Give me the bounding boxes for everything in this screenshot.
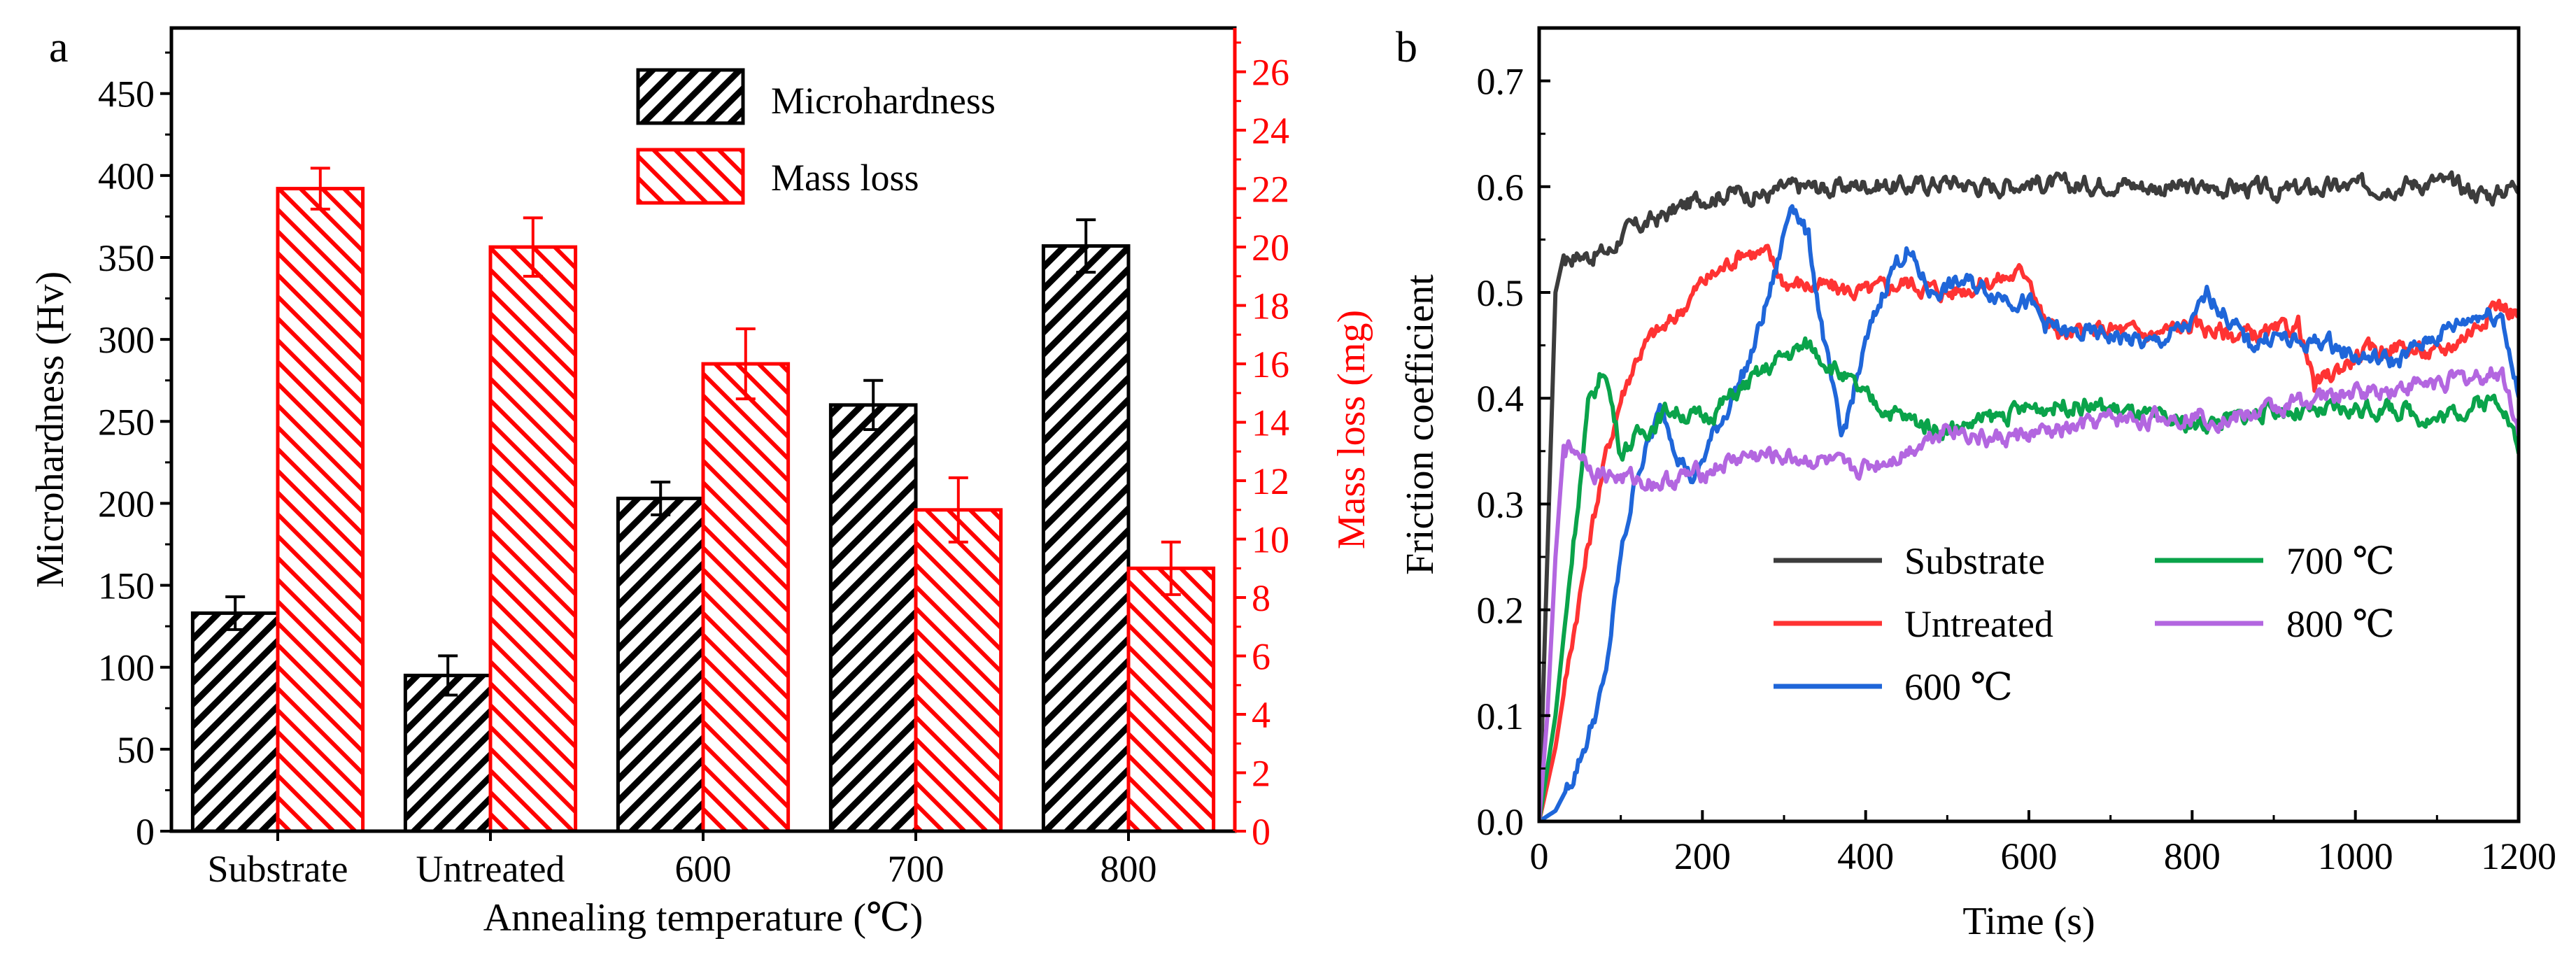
panel-b-series-lines (1539, 170, 2519, 821)
b-y-tick-label-0.7: 0.7 (1477, 61, 1524, 103)
error-bar-microhardness-substrate (225, 595, 246, 631)
bar-microhardness-700 (828, 403, 918, 833)
panel-b: b 0.0 0.1 0.2 0.3 0.4 0.5 0.6 0.7 0 200 400 600 800… (1396, 24, 2556, 943)
panel-a-legend: Microhardness Mass loss (636, 68, 996, 205)
bar-mass-loss-700 (914, 508, 1003, 833)
series-line-untreated (1539, 243, 2519, 821)
series-line-700 (1539, 336, 2519, 821)
legend-label-untreated: Untreated (1904, 603, 2053, 645)
bar-microhardness-800 (1041, 244, 1131, 833)
panel-a-error-bars (225, 167, 1181, 697)
y-right-tick-label-22: 22 (1252, 169, 1289, 211)
y-right-tick-label-20: 20 (1252, 227, 1289, 269)
panel-b-x-axis: 0 200 400 600 800 1000 1200 (1530, 810, 2556, 877)
y-right-tick-label-26: 26 (1252, 52, 1289, 94)
x-tick-label-substrate: Substrate (208, 848, 348, 890)
b-x-tick-label-0: 0 (1530, 835, 1549, 877)
error-bar-mass-loss-700 (948, 476, 968, 544)
error-bar-microhardness-untreated (438, 654, 458, 697)
b-y-tick-label-0: 0.0 (1477, 801, 1524, 843)
panel-b-label: b (1396, 24, 1417, 71)
panel-a-ylabel-right: Mass loss (mg) (1330, 310, 1373, 549)
bar-mass-loss-untreated (488, 245, 578, 833)
x-tick-label-untreated: Untreated (416, 848, 565, 890)
y-right-tick-label-16: 16 (1252, 344, 1289, 385)
panel-b-xlabel: Time (s) (1962, 900, 2095, 943)
error-bar-mass-loss-600 (735, 327, 756, 401)
y-tick-label-150: 150 (98, 565, 155, 607)
b-x-tick-label-1200: 1200 (2481, 835, 2556, 877)
series-line-substrate (1539, 170, 2519, 821)
y-right-tick-label-4: 4 (1252, 694, 1271, 736)
legend-swatch-mass-loss (636, 148, 745, 205)
panel-a-left-axis: 0 50 100 150 200 250 300 350 400 450 (98, 51, 171, 853)
legend-label-substrate: Substrate (1904, 540, 2045, 582)
bar-microhardness-substrate (190, 611, 280, 833)
b-x-tick-label-1000: 1000 (2318, 835, 2393, 877)
b-x-tick-label-800: 800 (2164, 835, 2221, 877)
b-y-tick-label-0.3: 0.3 (1477, 483, 1524, 525)
bar-mass-loss-substrate (276, 187, 365, 833)
x-tick-label-700: 700 (888, 848, 944, 890)
y-right-tick-label-0: 0 (1252, 811, 1271, 853)
error-bar-microhardness-600 (651, 480, 671, 516)
legend-label-800: 800 ℃ (2286, 603, 2395, 645)
legend-label-700: 700 ℃ (2286, 540, 2395, 582)
panel-a-label: a (49, 24, 69, 71)
b-y-tick-label-0.1: 0.1 (1477, 695, 1524, 737)
error-bar-mass-loss-800 (1161, 540, 1181, 596)
error-bar-mass-loss-untreated (523, 216, 543, 278)
y-tick-label-100: 100 (98, 647, 155, 689)
bar-microhardness-600 (616, 496, 705, 833)
y-right-tick-label-8: 8 (1252, 577, 1271, 619)
error-bar-mass-loss-substrate (310, 167, 330, 211)
y-right-tick-label-14: 14 (1252, 402, 1289, 444)
y-tick-label-0: 0 (136, 811, 155, 853)
y-tick-label-300: 300 (98, 319, 155, 361)
b-y-tick-label-0.4: 0.4 (1477, 378, 1524, 420)
y-tick-label-450: 450 (98, 73, 155, 115)
bar-microhardness-untreated (403, 673, 493, 833)
legend-label-600: 600 ℃ (1904, 666, 2013, 708)
panel-b-y-axis: 0.0 0.1 0.2 0.3 0.4 0.5 0.6 0.7 (1477, 27, 1550, 843)
y-tick-label-50: 50 (117, 729, 155, 771)
b-x-tick-label-400: 400 (1837, 835, 1894, 877)
panel-a-xlabel: Annealing temperature (℃) (483, 896, 923, 940)
series-line-600 (1539, 204, 2519, 821)
y-right-tick-label-12: 12 (1252, 460, 1289, 502)
panel-b-legend: Substrate Untreated 600 ℃ 700 ℃ 800 ℃ (1774, 540, 2395, 708)
y-right-tick-label-24: 24 (1252, 110, 1289, 152)
y-right-tick-label-18: 18 (1252, 285, 1289, 327)
panel-a-ylabel: Microhardness (Hv) (29, 271, 72, 588)
y-tick-label-200: 200 (98, 483, 155, 525)
y-right-tick-label-2: 2 (1252, 753, 1271, 795)
legend-label-mass-loss: Mass loss (771, 157, 919, 199)
bar-mass-loss-800 (1126, 566, 1216, 833)
y-right-tick-label-6: 6 (1252, 636, 1271, 678)
y-right-tick-label-10: 10 (1252, 519, 1289, 561)
series-line-800 (1539, 366, 2519, 821)
b-x-tick-label-600: 600 (2001, 835, 2058, 877)
x-tick-label-800: 800 (1101, 848, 1157, 890)
b-x-tick-label-200: 200 (1674, 835, 1731, 877)
y-tick-label-400: 400 (98, 155, 155, 197)
y-tick-label-350: 350 (98, 237, 155, 279)
panel-a-bars (190, 187, 1216, 833)
y-tick-label-250: 250 (98, 401, 155, 443)
x-tick-label-600: 600 (675, 848, 732, 890)
b-y-tick-label-0.6: 0.6 (1477, 167, 1524, 208)
legend-swatch-microhardness (636, 68, 745, 125)
error-bar-microhardness-800 (1076, 218, 1096, 274)
panel-a-x-axis: Substrate Untreated 600 700 800 (208, 831, 1157, 890)
bar-mass-loss-600 (701, 362, 791, 833)
panel-b-ylabel: Friction coefficient (1399, 274, 1442, 575)
error-bar-microhardness-700 (863, 379, 884, 431)
b-y-tick-label-0.5: 0.5 (1477, 272, 1524, 314)
b-y-tick-label-0.2: 0.2 (1477, 590, 1524, 632)
legend-label-microhardness: Microhardness (771, 80, 996, 122)
